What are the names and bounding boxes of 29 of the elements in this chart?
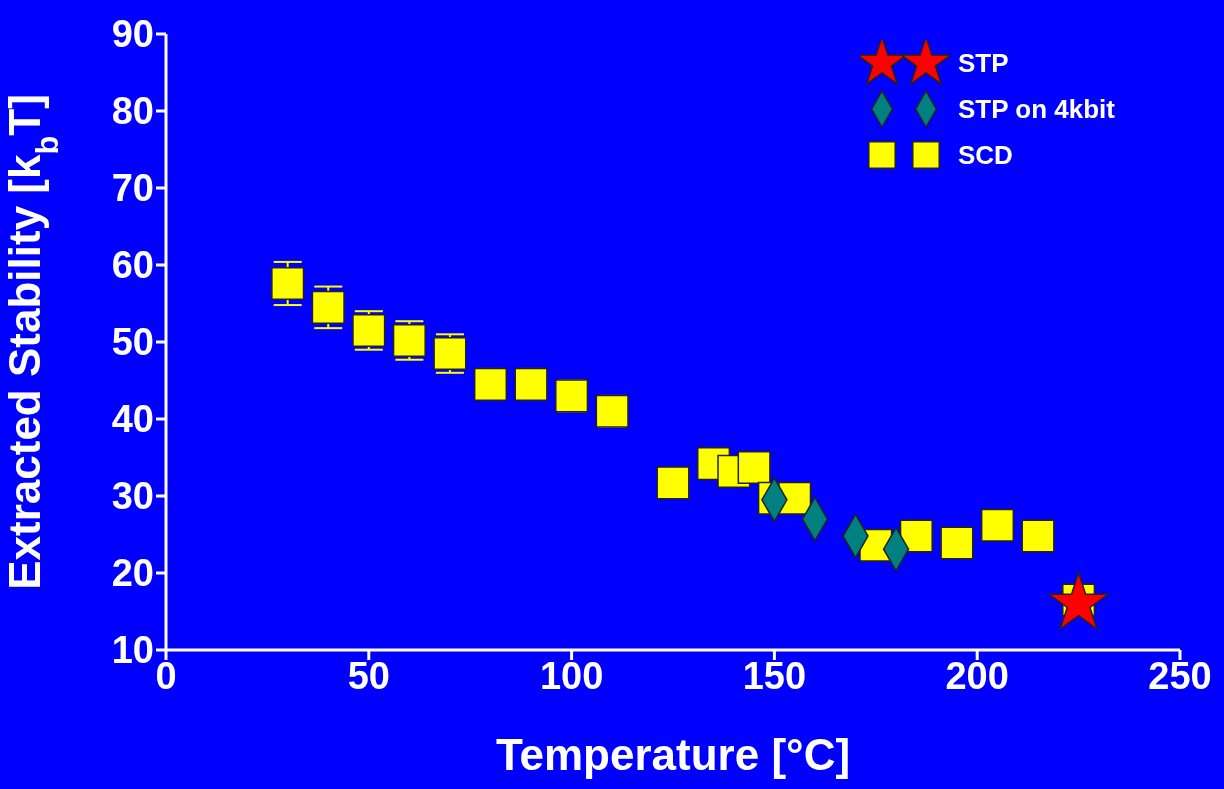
legend-label: STP (958, 47, 1009, 79)
point (656, 466, 690, 500)
legend-label: STP on 4kbit (958, 93, 1115, 125)
y-tick-label: 70 (111, 167, 154, 210)
x-tick-label: 250 (1148, 654, 1212, 697)
point (311, 290, 345, 324)
point (271, 266, 305, 301)
x-tick-label: 0 (155, 654, 177, 697)
y-tick-label: 10 (111, 629, 154, 672)
x-tick-label: 150 (742, 654, 807, 697)
y-tick-label: 30 (111, 475, 154, 518)
point (980, 508, 1015, 542)
x-tick-label: 100 (539, 654, 604, 697)
y-tick-label: 20 (111, 552, 154, 595)
y-tick-label: 50 (111, 321, 154, 364)
x-tick-label: 200 (945, 654, 1009, 697)
point (514, 367, 548, 401)
legend-label: SCD (958, 139, 1013, 171)
point (1021, 519, 1055, 553)
point (940, 526, 974, 560)
y-tick-label: 60 (111, 244, 154, 287)
point (737, 450, 771, 485)
y-tick-label: 90 (111, 13, 154, 56)
point (899, 519, 933, 553)
y-tick-label: 80 (111, 90, 154, 133)
y-tick-label: 40 (111, 398, 154, 441)
x-axis-title: Temperature [°C] (495, 730, 851, 779)
x-tick-label: 50 (347, 654, 390, 697)
point (473, 367, 508, 401)
